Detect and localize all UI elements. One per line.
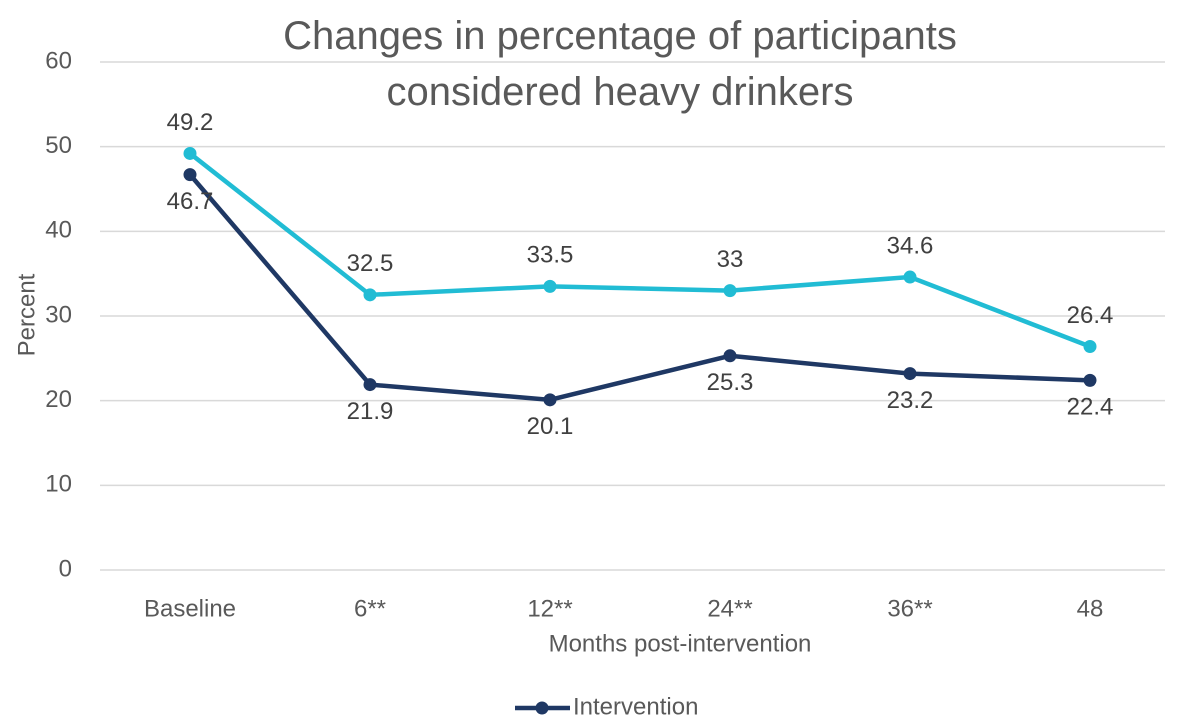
y-axis-label: Percent — [13, 273, 40, 356]
legend-label: Intervention — [573, 693, 698, 720]
data-label: 49.2 — [167, 109, 214, 136]
x-tick-label: 12** — [527, 595, 572, 622]
x-axis-label: Months post-intervention — [549, 630, 812, 657]
data-label: 20.1 — [527, 413, 574, 440]
y-tick-label: 40 — [45, 217, 72, 244]
point — [543, 393, 557, 407]
legend-marker — [535, 701, 549, 715]
point — [903, 367, 917, 381]
data-label: 25.3 — [707, 369, 754, 396]
y-tick-label: 20 — [45, 386, 72, 413]
point — [903, 270, 917, 284]
point — [723, 284, 737, 298]
x-tick-label: 36** — [887, 595, 932, 622]
series-line — [188, 173, 1091, 403]
data-label: 33 — [717, 246, 744, 273]
chart-title: Changes in percentage of participants co… — [283, 14, 957, 114]
data-label: 46.7 — [167, 188, 214, 215]
data-label: 33.5 — [527, 242, 574, 269]
point — [183, 146, 197, 160]
data-label: 21.9 — [347, 398, 394, 425]
data-label: 34.6 — [887, 232, 934, 259]
data-label: 32.5 — [347, 250, 394, 277]
x-tick-label: Baseline — [144, 595, 236, 622]
point — [543, 279, 557, 293]
point — [183, 168, 197, 182]
data-label: 26.4 — [1067, 302, 1114, 329]
point — [363, 288, 377, 302]
data-label: 23.2 — [887, 387, 934, 414]
data-label: 22.4 — [1067, 394, 1114, 421]
y-tick-label: 30 — [45, 301, 72, 328]
point — [1083, 339, 1097, 353]
y-tick-label: 0 — [59, 555, 72, 582]
point — [363, 378, 377, 392]
y-tick-label: 50 — [45, 132, 72, 159]
point — [1083, 373, 1097, 387]
y-tick-label: 60 — [45, 47, 72, 74]
y-tick-label: 10 — [45, 471, 72, 498]
x-tick-label: 24** — [707, 595, 752, 622]
series-line — [188, 151, 1091, 349]
point — [723, 349, 737, 363]
x-tick-label: 6** — [354, 595, 386, 622]
x-tick-label: 48 — [1077, 595, 1104, 622]
